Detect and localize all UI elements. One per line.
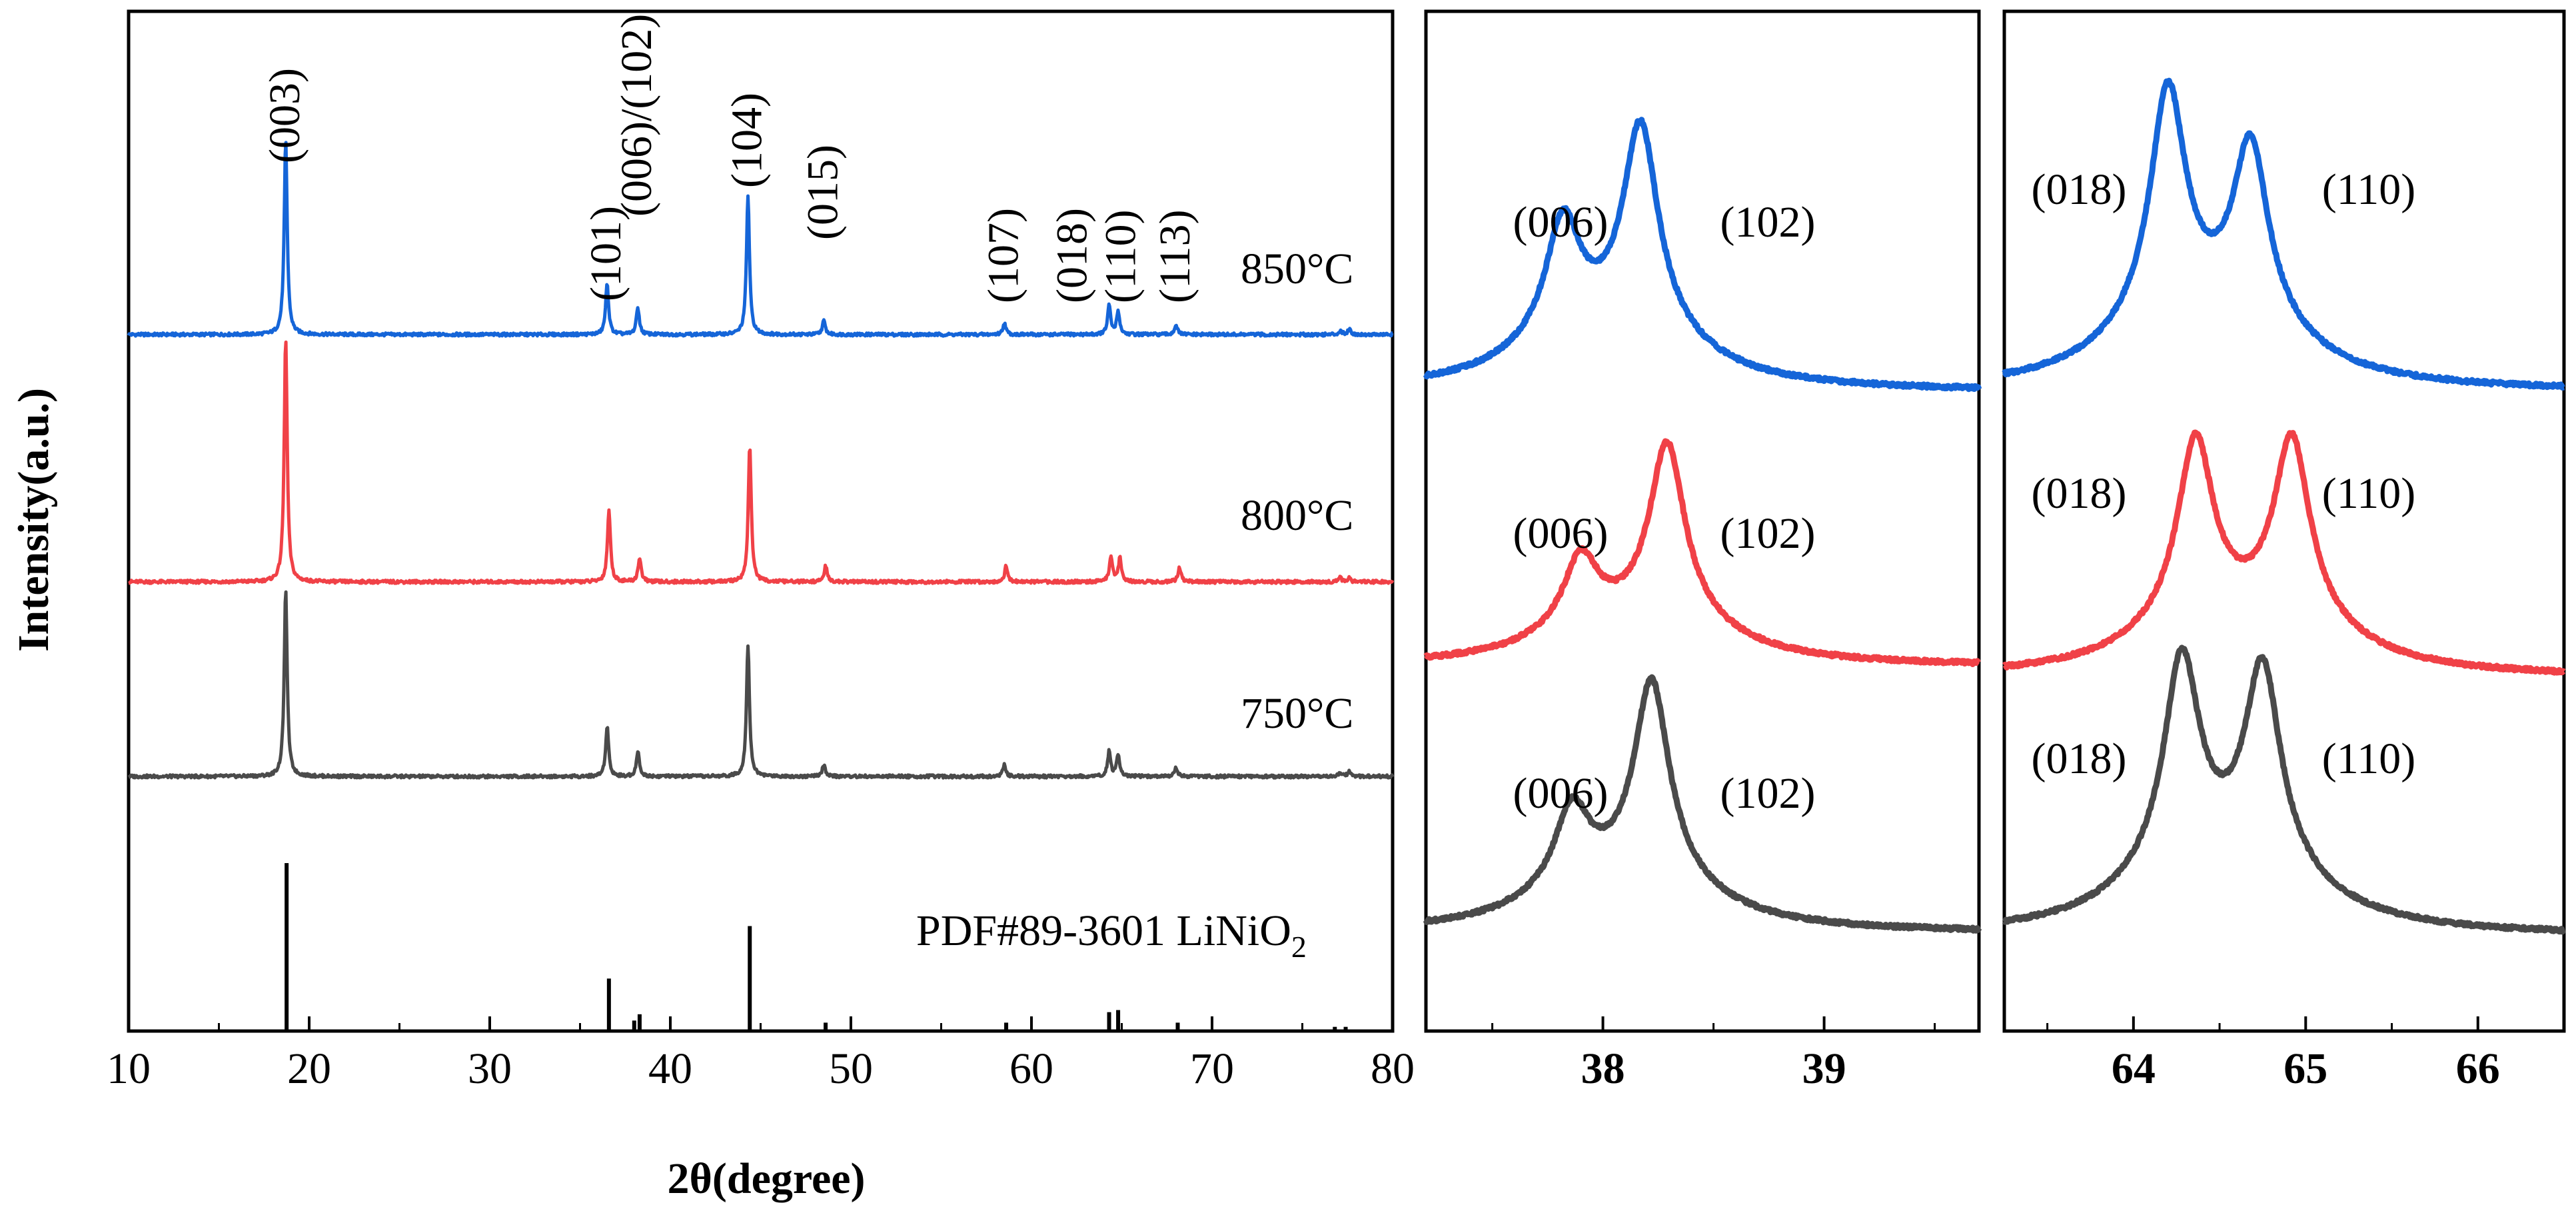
zoom2-plot-frame xyxy=(2002,9,2566,1033)
series-label-850: 850°C xyxy=(1241,245,1353,293)
zoom-peak-label: (006) xyxy=(1513,769,1609,818)
zoom-peak-label: (018) xyxy=(2032,734,2127,783)
zoom-peak-label: (110) xyxy=(2322,469,2416,518)
xrd-line-850°C xyxy=(127,141,1394,338)
zoom-line-850°C xyxy=(2002,77,2567,391)
reference-label: PDF#89-3601 LiNiO2 xyxy=(916,906,1307,964)
zoom-peak-label: (018) xyxy=(2032,165,2127,214)
zoom-line-750°C xyxy=(2002,644,2567,935)
xrd-line-750°C xyxy=(127,590,1395,780)
x-tick-label: 40 xyxy=(648,1044,692,1093)
zoom-peak-label: (102) xyxy=(1720,769,1816,818)
peak-label: (107) xyxy=(979,208,1027,303)
x-tick-label: 60 xyxy=(1009,1044,1053,1093)
zoom-line-800°C xyxy=(2002,429,2567,676)
zoom-peak-label: (110) xyxy=(2322,734,2416,783)
zoom-peak-label: (006) xyxy=(1513,509,1609,558)
zoom-line-750°C xyxy=(1423,674,1982,934)
x-tick-label: 38 xyxy=(1581,1044,1625,1093)
peak-label: (113) xyxy=(1151,209,1199,303)
peak-label: (101) xyxy=(582,206,630,301)
x-tick-label: 64 xyxy=(2112,1044,2156,1093)
x-tick-label: 50 xyxy=(829,1044,873,1093)
peak-label: (018) xyxy=(1047,208,1096,303)
x-tick-label: 20 xyxy=(287,1044,331,1093)
zoom-peak-label: (102) xyxy=(1720,509,1816,558)
zoom-line-800°C xyxy=(1423,438,1982,667)
zoom-peak-label: (006) xyxy=(1513,198,1609,247)
x-tick-label: 66 xyxy=(2456,1044,2500,1093)
x-tick-label: 10 xyxy=(107,1044,151,1093)
xrd-line-800°C xyxy=(127,340,1395,585)
series-label-750: 750°C xyxy=(1241,689,1353,738)
zoom-line-850°C xyxy=(1423,117,1982,393)
x-tick-label: 65 xyxy=(2283,1044,2327,1093)
peak-label: (104) xyxy=(723,93,772,188)
x-tick-label: 30 xyxy=(468,1044,512,1093)
x-tick-label: 80 xyxy=(1371,1044,1415,1093)
zoom-peak-label: (102) xyxy=(1720,198,1816,247)
x-axis-title: 2θ(degree) xyxy=(667,1154,865,1203)
x-tick-label: 70 xyxy=(1190,1044,1234,1093)
zoom1-plot-frame xyxy=(1424,9,1981,1033)
peak-label: (110) xyxy=(1097,209,1145,303)
zoom-peak-label: (110) xyxy=(2322,165,2416,214)
peak-label: (006)/(102) xyxy=(612,14,661,217)
peak-label: (003) xyxy=(261,68,309,163)
series-label-800: 800°C xyxy=(1241,491,1353,540)
peak-label: (015) xyxy=(798,145,847,240)
zoom-peak-label: (018) xyxy=(2032,469,2127,518)
y-axis-title: Intensity(a.u.) xyxy=(9,388,58,652)
x-tick-label: 39 xyxy=(1802,1044,1846,1093)
